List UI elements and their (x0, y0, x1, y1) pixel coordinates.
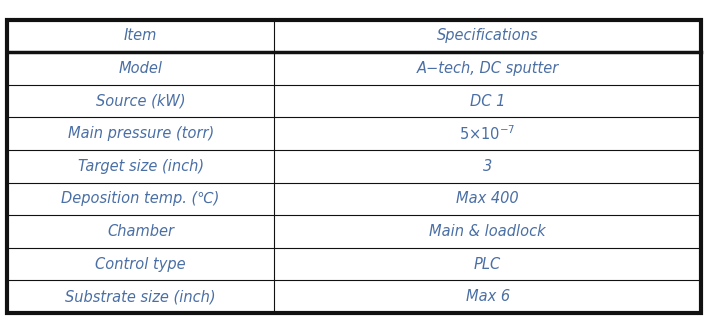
Text: Main pressure (torr): Main pressure (torr) (67, 126, 214, 141)
Text: Item: Item (124, 28, 157, 43)
Text: Main & loadlock: Main & loadlock (429, 224, 546, 239)
Text: Deposition temp. (℃): Deposition temp. (℃) (62, 191, 219, 206)
Text: Model: Model (119, 61, 163, 76)
Text: DC 1: DC 1 (470, 94, 506, 109)
Text: Max 400: Max 400 (456, 191, 519, 206)
Text: Specifications: Specifications (437, 28, 538, 43)
Bar (7, 20, 701, 313)
Text: Max 6: Max 6 (465, 289, 510, 304)
Text: Chamber: Chamber (107, 224, 174, 239)
Text: 3: 3 (483, 159, 492, 174)
Text: Substrate size (inch): Substrate size (inch) (65, 289, 216, 304)
Text: A−tech, DC sputter: A−tech, DC sputter (416, 61, 559, 76)
Text: $5{\times}10^{-7}$: $5{\times}10^{-7}$ (459, 124, 516, 143)
Text: Control type: Control type (96, 257, 186, 272)
Text: Source (kW): Source (kW) (96, 94, 185, 109)
Text: Target size (inch): Target size (inch) (78, 159, 204, 174)
Text: PLC: PLC (474, 257, 501, 272)
